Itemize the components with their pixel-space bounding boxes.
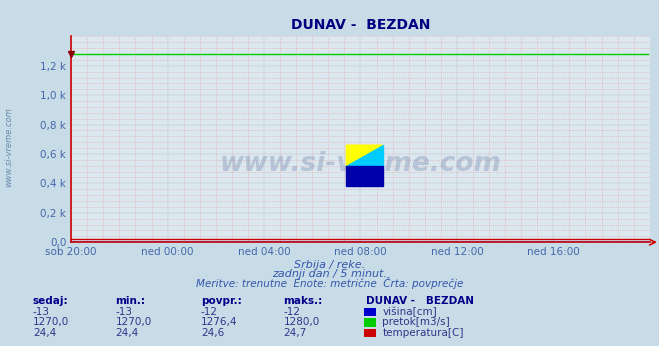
Text: -12: -12 (201, 307, 218, 317)
Text: 24,6: 24,6 (201, 328, 224, 338)
Polygon shape (347, 145, 383, 166)
Text: višina[cm]: višina[cm] (382, 307, 437, 317)
Text: DUNAV -   BEZDAN: DUNAV - BEZDAN (366, 297, 474, 307)
Text: -12: -12 (283, 307, 301, 317)
Text: 1270,0: 1270,0 (33, 317, 69, 327)
Text: -13: -13 (33, 307, 50, 317)
Text: maks.:: maks.: (283, 297, 323, 307)
Text: min.:: min.: (115, 297, 146, 307)
Text: -13: -13 (115, 307, 132, 317)
Text: sedaj:: sedaj: (33, 297, 69, 307)
Title: DUNAV -  BEZDAN: DUNAV - BEZDAN (291, 18, 430, 33)
Text: 1280,0: 1280,0 (283, 317, 320, 327)
Text: www.si-vreme.com: www.si-vreme.com (219, 151, 501, 177)
Text: pretok[m3/s]: pretok[m3/s] (382, 317, 450, 327)
Text: povpr.:: povpr.: (201, 297, 242, 307)
Text: Meritve: trenutne  Enote: metrične  Črta: povprečje: Meritve: trenutne Enote: metrične Črta: … (196, 277, 463, 289)
Polygon shape (347, 145, 383, 166)
Text: www.si-vreme.com: www.si-vreme.com (4, 107, 13, 187)
Bar (347, 166, 383, 186)
Text: 24,4: 24,4 (115, 328, 138, 338)
Text: Srbija / reke.: Srbija / reke. (294, 260, 365, 270)
Text: 1276,4: 1276,4 (201, 317, 237, 327)
Text: temperatura[C]: temperatura[C] (382, 328, 464, 338)
Text: zadnji dan / 5 minut.: zadnji dan / 5 minut. (272, 270, 387, 280)
Text: 24,7: 24,7 (283, 328, 306, 338)
Text: 1270,0: 1270,0 (115, 317, 152, 327)
Text: 24,4: 24,4 (33, 328, 56, 338)
